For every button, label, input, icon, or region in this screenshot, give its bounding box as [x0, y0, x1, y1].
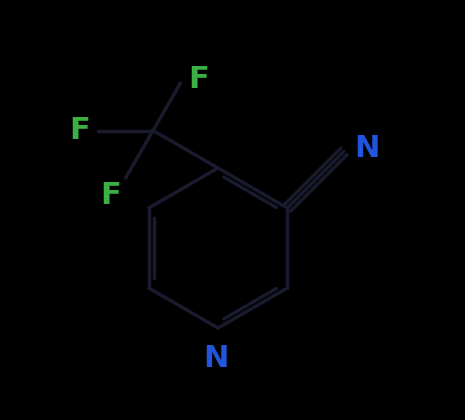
Text: F: F [69, 116, 90, 145]
Text: N: N [203, 344, 229, 373]
Text: F: F [100, 181, 120, 210]
Text: N: N [354, 134, 379, 163]
Text: F: F [188, 66, 209, 94]
